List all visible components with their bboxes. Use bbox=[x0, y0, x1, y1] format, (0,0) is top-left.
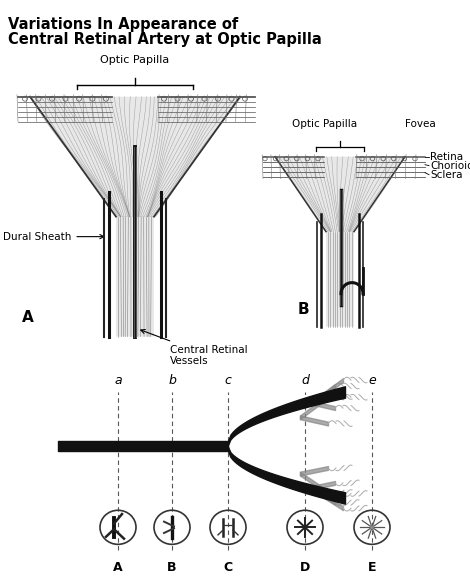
Text: A: A bbox=[113, 561, 123, 574]
Circle shape bbox=[370, 526, 374, 529]
Text: b: b bbox=[168, 374, 176, 387]
Text: A: A bbox=[22, 309, 34, 325]
Text: Dural Sheath: Dural Sheath bbox=[3, 231, 104, 241]
Text: B: B bbox=[167, 561, 177, 574]
Text: Retina: Retina bbox=[430, 152, 463, 162]
Polygon shape bbox=[275, 156, 405, 326]
Text: Optic Papilla: Optic Papilla bbox=[101, 54, 170, 64]
Text: e: e bbox=[368, 374, 376, 387]
Text: D: D bbox=[300, 561, 310, 574]
Text: Central Retinal
Vessels: Central Retinal Vessels bbox=[141, 329, 248, 366]
Text: Variations In Appearance of: Variations In Appearance of bbox=[8, 17, 238, 32]
Text: E: E bbox=[368, 561, 376, 574]
Text: Optic Papilla: Optic Papilla bbox=[292, 119, 358, 129]
Text: B: B bbox=[298, 302, 310, 316]
Text: C: C bbox=[223, 561, 233, 574]
Text: Fovea: Fovea bbox=[405, 119, 435, 129]
Text: Central Retinal Artery at Optic Papilla: Central Retinal Artery at Optic Papilla bbox=[8, 32, 322, 47]
Polygon shape bbox=[30, 97, 240, 336]
Text: a: a bbox=[114, 374, 122, 387]
Text: Sclera: Sclera bbox=[430, 170, 462, 180]
Text: c: c bbox=[225, 374, 231, 387]
Text: d: d bbox=[301, 374, 309, 387]
Text: Chorioid: Chorioid bbox=[430, 161, 470, 171]
